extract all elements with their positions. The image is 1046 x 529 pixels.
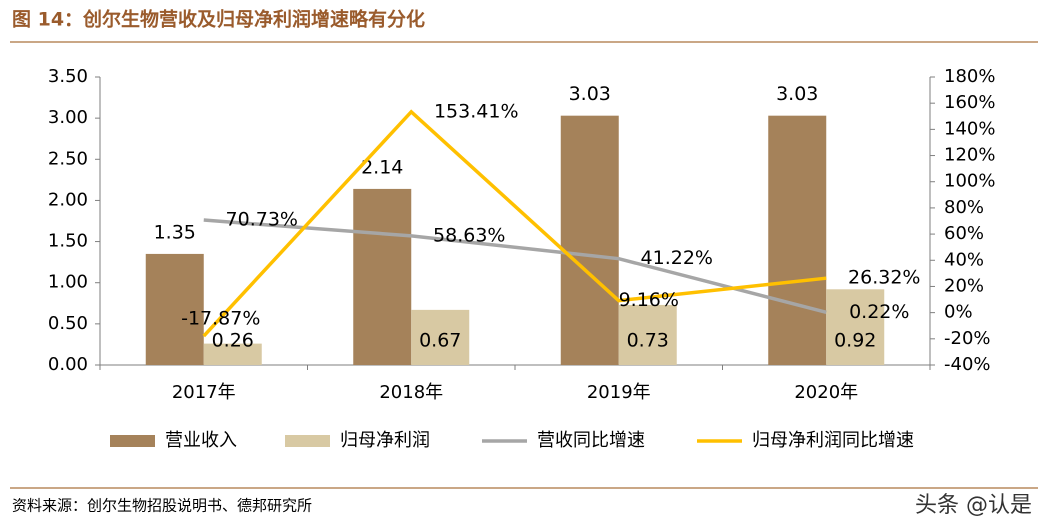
legend-label: 归母净利润 [340,430,430,451]
y-tick-label: 2.50 [48,148,88,169]
y-tick-label: 3.50 [48,66,88,87]
y2-tick-label: -20% [944,328,991,349]
bar [768,115,827,365]
watermark: 头条 @认是 [915,493,1032,518]
bar [618,304,677,365]
bar-value-label: 0.92 [834,330,876,352]
y-tick-label: 1.50 [48,231,88,252]
legend-swatch [285,435,330,447]
bar-value-label: 2.14 [361,156,403,178]
line-value-label: 26.32% [848,267,920,289]
y2-tick-label: 20% [944,275,984,296]
y2-tick-label: 100% [944,171,995,192]
legend-swatch [110,435,155,447]
line-value-label: 58.63% [433,224,505,246]
y2-tick-label: 80% [944,197,984,218]
line-value-label: 70.73% [226,209,298,231]
line-value-label: 0.22% [849,301,909,323]
y2-tick-label: -40% [944,354,991,375]
y-tick-label: 0.50 [48,313,88,334]
y-tick-label: 2.00 [48,189,88,210]
legend-label: 营业收入 [165,430,237,451]
bar-value-label: 3.03 [569,83,611,105]
y2-tick-label: 180% [944,66,995,87]
x-tick-label: 2019年 [587,382,651,403]
bar [826,289,885,365]
bar-value-label: 0.73 [627,330,669,352]
y2-tick-label: 60% [944,223,984,244]
bar [353,188,412,365]
bar-value-label: 3.03 [776,83,818,105]
y2-tick-label: 40% [944,249,984,270]
y-tick-label: 1.00 [48,272,88,293]
x-tick-label: 2017年 [172,382,236,403]
y2-tick-label: 0% [944,302,973,323]
y2-tick-label: 140% [944,118,995,139]
legend-label: 归母净利润同比增速 [752,430,914,451]
x-tick-label: 2020年 [794,382,858,403]
line-value-label: 41.22% [641,247,713,269]
y2-tick-label: 160% [944,92,995,113]
bar [560,115,619,365]
line-series [202,109,827,338]
bar-value-label: 1.35 [154,221,196,243]
source-note: 资料来源：创尔生物招股说明书、德邦研究所 [12,497,312,515]
line-series [203,218,827,315]
y2-tick-label: 120% [944,145,995,166]
chart-title: 图 14：创尔生物营收及归母净利润增速略有分化 [12,8,425,31]
bar-value-label: 0.67 [419,330,461,352]
y-tick-label: 3.00 [48,107,88,128]
line-value-label: 9.16% [619,289,679,311]
y-tick-label: 0.00 [48,354,88,375]
bar [203,343,262,365]
bar-value-label: 0.26 [212,330,254,352]
line-value-label: 153.41% [434,100,519,122]
legend-label: 营收同比增速 [537,430,645,451]
bar [411,309,470,365]
line-value-label: -17.87% [181,308,260,330]
bar [145,253,204,365]
x-tick-label: 2018年 [379,382,443,403]
